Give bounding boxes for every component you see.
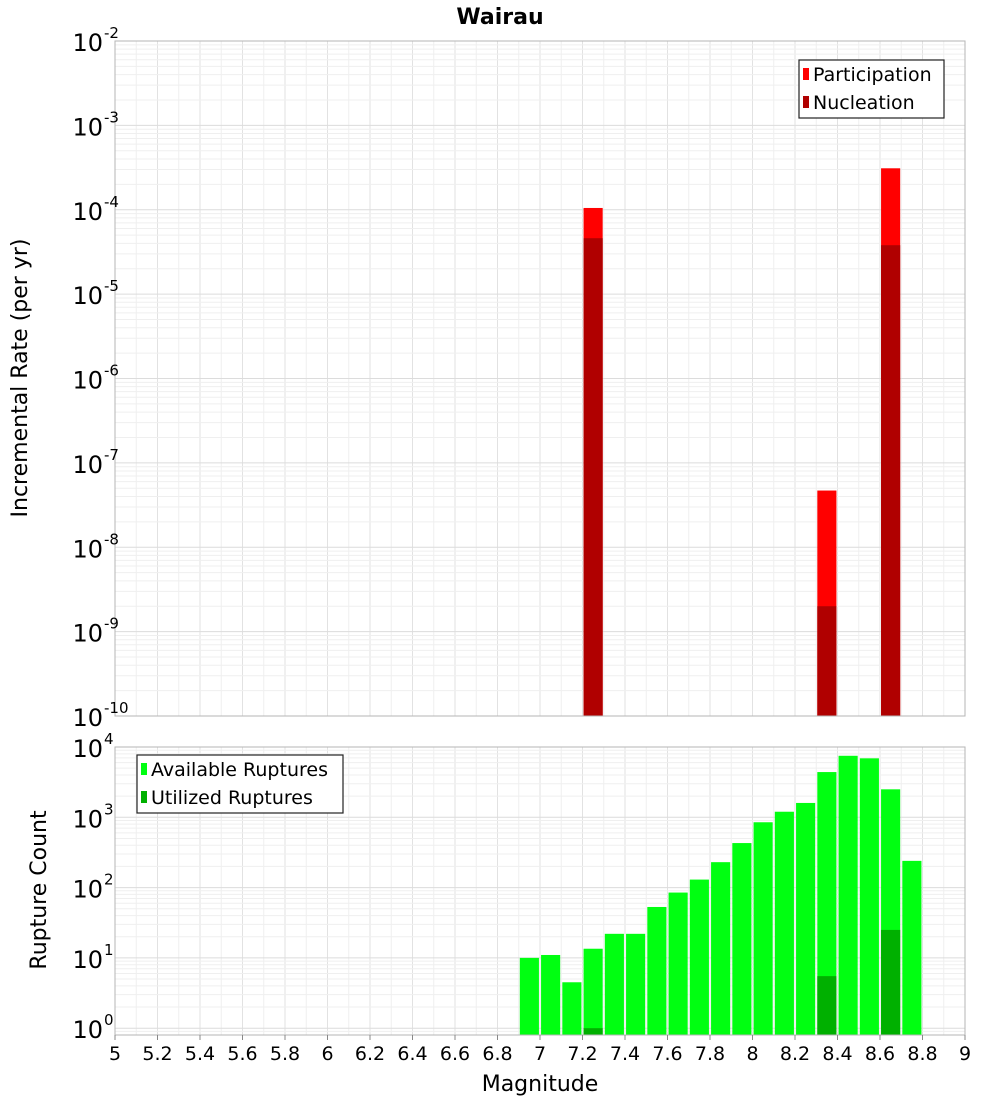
x-tick-label: 8 [746,1043,758,1065]
bottom-y-tick-label: 10 [72,876,103,904]
bottom-y-tick-exponent: 4 [104,730,114,748]
top-y-tick-label: 10 [72,367,103,395]
x-tick-label: 6.4 [397,1043,427,1065]
bottom-bar-utilized-ruptures [881,929,901,1035]
top-y-tick-label: 10 [72,451,103,479]
top-y-tick-exponent: -10 [104,699,129,717]
x-tick-label: 8.2 [780,1043,810,1065]
top-legend-swatch [803,96,809,108]
top-y-tick-label: 10 [72,113,103,141]
top-y-tick-exponent: -3 [104,108,119,126]
bottom-bar-available-ruptures [519,957,539,1035]
top-y-tick-label: 10 [72,535,103,563]
bottom-y-tick-exponent: 1 [104,941,114,959]
x-tick-label: 7.2 [567,1043,597,1065]
x-tick-label: 5.8 [270,1043,300,1065]
top-legend: Participation Nucleation [798,59,945,119]
x-tick-label: 6 [321,1043,333,1065]
bottom-bar-available-ruptures [732,843,752,1035]
x-tick-label: 7.8 [695,1043,725,1065]
bottom-y-tick-label: 10 [72,735,103,763]
bottom-bar-utilized-ruptures [817,976,837,1035]
x-tick-label: 6.8 [482,1043,512,1065]
top-bar-nucleation [817,606,837,716]
top-y-tick-exponent: -4 [104,193,119,211]
bottom-bar-available-ruptures [774,811,794,1035]
bottom-y-axis-label: Rupture Count [27,810,52,970]
bottom-bar-available-ruptures [626,933,646,1035]
bottom-bar-available-ruptures [817,772,837,1035]
bottom-y-tick-label: 10 [72,805,103,833]
x-axis-ticks: 5 5.2 5.4 5.6 5.8 6 6.2 6.4 6.6 6.8 7 7.2 7.4 7.6 7.8 8… [109,1035,971,1065]
bottom-bar-available-ruptures [541,954,561,1035]
bottom-legend-swatch [141,791,147,803]
x-tick-label: 9 [959,1043,971,1065]
bottom-y-tick-exponent: 3 [104,800,114,818]
bottom-bar-available-ruptures [647,906,667,1035]
top-y-tick-exponent: -6 [104,362,119,380]
x-tick-label: 8.8 [907,1043,937,1065]
top-legend-swatch [803,68,809,80]
bottom-bar-available-ruptures [902,860,922,1035]
top-legend-box [798,59,945,119]
x-axis-label: Magnitude [482,1072,599,1097]
bottom-bar-available-ruptures [562,982,582,1035]
bottom-bar-available-ruptures [689,879,709,1035]
bottom-legend-label: Utilized Ruptures [151,787,313,809]
chart-title: Wairau [456,5,543,30]
top-y-tick-label: 10 [72,29,103,57]
bottom-bar-available-ruptures [753,822,773,1035]
bottom-legend-box [136,754,344,814]
bottom-bar-available-ruptures [711,862,731,1035]
bottom-bar-available-ruptures [583,948,603,1035]
bottom-bar-available-ruptures [796,802,816,1035]
bottom-bar-available-ruptures [859,758,879,1035]
x-tick-label: 8.4 [822,1043,852,1065]
top-y-tick-label: 10 [72,198,103,226]
top-y-tick-exponent: -7 [104,446,119,464]
x-tick-label: 5.6 [227,1043,257,1065]
bottom-y-tick-label: 10 [72,1016,103,1044]
top-y-tick-exponent: -5 [104,277,119,295]
top-y-tick-exponent: -9 [104,615,119,633]
top-y-tick-exponent: -2 [104,24,119,42]
top-y-axis-label: Incremental Rate (per yr) [8,239,33,518]
top-y-tick-label: 10 [72,282,103,310]
bottom-y-tick-label: 10 [72,946,103,974]
x-tick-label: 7 [534,1043,546,1065]
x-tick-label: 8.6 [865,1043,895,1065]
top-y-tick-exponent: -8 [104,530,119,548]
bottom-legend-swatch [141,763,147,775]
top-legend-label: Nucleation [813,92,915,114]
bottom-bar-available-ruptures [668,892,688,1035]
x-tick-label: 5.2 [142,1043,172,1065]
top-plot-frame [114,40,966,717]
x-tick-label: 6.2 [355,1043,385,1065]
bottom-legend-label: Available Ruptures [151,759,328,781]
top-y-tick-label: 10 [72,704,103,732]
x-tick-label: 7.4 [610,1043,640,1065]
x-tick-label: 5 [109,1043,121,1065]
bottom-y-tick-exponent: 2 [104,871,114,889]
x-tick-label: 5.4 [185,1043,215,1065]
top-y-tick-label: 10 [72,620,103,648]
top-bar-nucleation [881,245,901,717]
x-tick-label: 7.6 [652,1043,682,1065]
top-legend-label: Participation [813,64,932,86]
top-bar-nucleation [583,238,603,716]
x-tick-label: 6.6 [440,1043,470,1065]
bottom-y-tick-exponent: 0 [104,1011,114,1029]
bottom-bar-utilized-ruptures [583,1028,603,1035]
bottom-bar-available-ruptures [604,933,624,1035]
bottom-legend: Available Ruptures Utilized Ruptures [136,754,344,814]
bottom-bar-available-ruptures [838,755,858,1035]
